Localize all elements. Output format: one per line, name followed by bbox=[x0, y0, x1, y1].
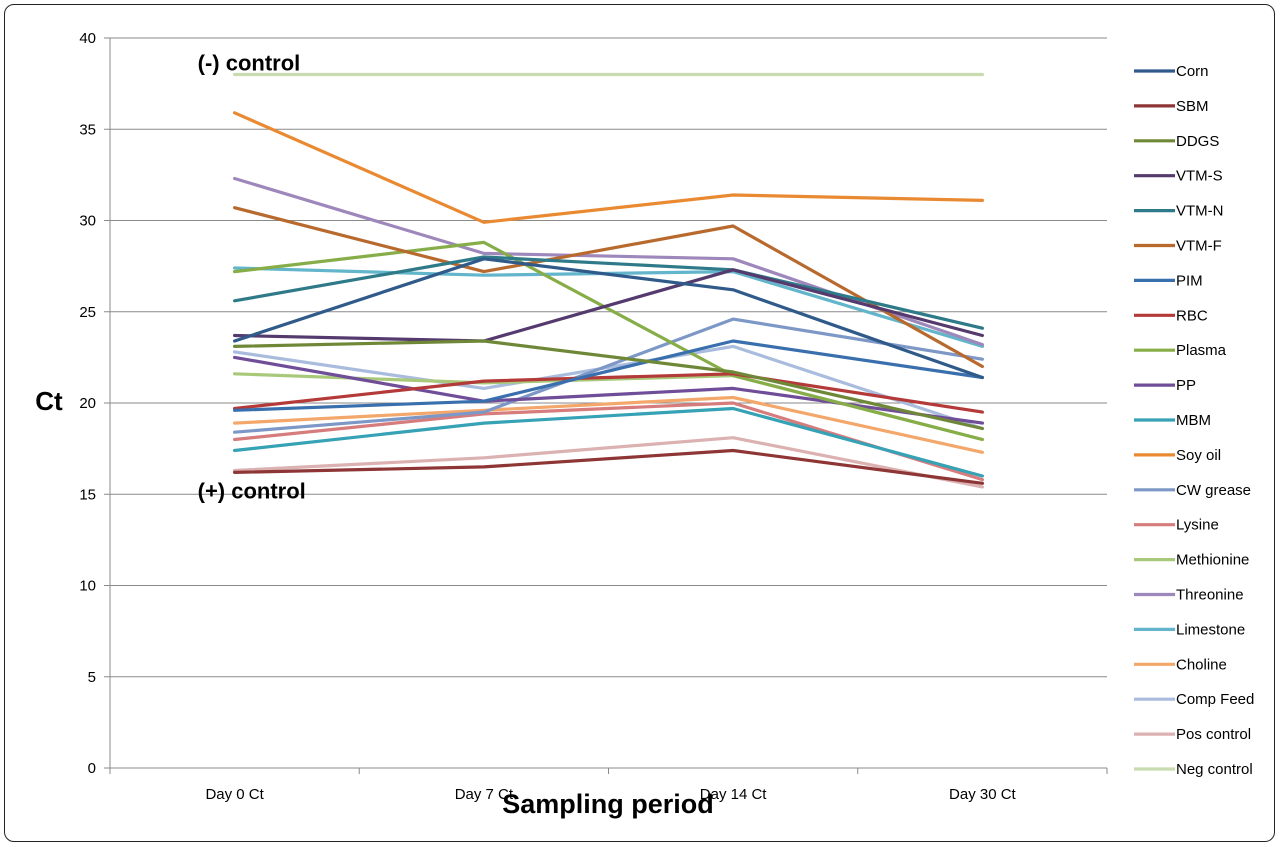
legend: Corn SBM DDGS VTM-S VTM-N VTM-F PIM RBC Plasma PP… bbox=[1134, 63, 1254, 778]
legend-entry-label: Lysine bbox=[1176, 517, 1219, 534]
legend-entry-label: SBM bbox=[1176, 98, 1209, 115]
legend-entry-label: RBC bbox=[1176, 307, 1208, 324]
legend-entry-label: VTM-N bbox=[1176, 203, 1224, 220]
y-tick-label: 10 bbox=[79, 578, 96, 595]
y-tick-label: 25 bbox=[79, 304, 96, 321]
legend-entry-label: Corn bbox=[1176, 63, 1209, 80]
y-tick-label: 20 bbox=[79, 395, 96, 412]
legend-entry-label: PP bbox=[1176, 377, 1196, 394]
legend-entry-label: Threonine bbox=[1176, 587, 1244, 604]
legend-entry-label: Pos control bbox=[1176, 726, 1251, 743]
series-line-pim bbox=[233, 339, 985, 412]
y-tick-label: 35 bbox=[79, 121, 96, 138]
legend-entry-label: DDGS bbox=[1176, 133, 1219, 150]
gridlines bbox=[110, 37, 1107, 678]
series-line-threonine bbox=[233, 176, 985, 347]
legend-entry-label: Soy oil bbox=[1176, 447, 1221, 464]
series-line-cw-grease bbox=[233, 317, 985, 434]
annotation-label: (-) control bbox=[198, 51, 301, 76]
series-line-choline bbox=[233, 395, 985, 454]
y-tick-label: 30 bbox=[79, 213, 96, 230]
series-line-plasma bbox=[233, 240, 985, 442]
legend-entry-label: CW grease bbox=[1176, 482, 1251, 499]
series-line-corn bbox=[233, 257, 985, 380]
legend-entry-label: Plasma bbox=[1176, 342, 1227, 359]
legend-entry-label: Methionine bbox=[1176, 552, 1249, 569]
legend-entry-label: VTM-S bbox=[1176, 168, 1223, 185]
series-line-vtm-f bbox=[233, 206, 985, 369]
legend-entry-label: Comp Feed bbox=[1176, 691, 1254, 708]
y-axis-label: Ct bbox=[35, 386, 63, 416]
legend-entry-label: Neg control bbox=[1176, 761, 1253, 778]
series-line-ddgs bbox=[233, 339, 985, 431]
annotations: (-) control (+) control bbox=[198, 51, 306, 504]
legend-entry-label: PIM bbox=[1176, 272, 1203, 289]
y-tick-label: 0 bbox=[88, 760, 96, 777]
series-line-vtm-n bbox=[233, 255, 985, 330]
x-tick-label: Day 0 Ct bbox=[205, 786, 264, 803]
legend-entry-label: Limestone bbox=[1176, 621, 1245, 638]
series-line-soy-oil bbox=[233, 111, 985, 224]
series-line-vtm-s bbox=[233, 268, 985, 343]
x-tick-label: Day 7 Ct bbox=[455, 786, 514, 803]
series-line-sbm bbox=[233, 448, 985, 485]
chart-frame bbox=[4, 4, 1275, 842]
y-tick-label: 15 bbox=[79, 486, 96, 503]
series-line-pos-control bbox=[233, 436, 985, 489]
series-line-mbm bbox=[233, 406, 985, 478]
x-tick-label: Day 14 Ct bbox=[700, 786, 768, 803]
annotation-label: (+) control bbox=[198, 479, 306, 504]
series-lines bbox=[233, 72, 985, 489]
legend-entry-label: Choline bbox=[1176, 656, 1227, 673]
series-line-rbc bbox=[233, 372, 985, 414]
y-tick-label: 40 bbox=[79, 30, 96, 47]
legend-entry-label: MBM bbox=[1176, 412, 1211, 429]
legend-entry-label: VTM-F bbox=[1176, 238, 1222, 255]
axes: 0 5 10 15 20 25 30 35 40 Day 0 Ct Day 7 Ct Day 14 C… bbox=[79, 30, 1108, 803]
x-tick-label: Day 30 Ct bbox=[949, 786, 1017, 803]
series-line-pp bbox=[233, 355, 985, 425]
y-tick-label: 5 bbox=[88, 669, 96, 686]
series-line-comp-feed bbox=[233, 344, 985, 431]
x-axis-label: Sampling period bbox=[502, 789, 714, 819]
